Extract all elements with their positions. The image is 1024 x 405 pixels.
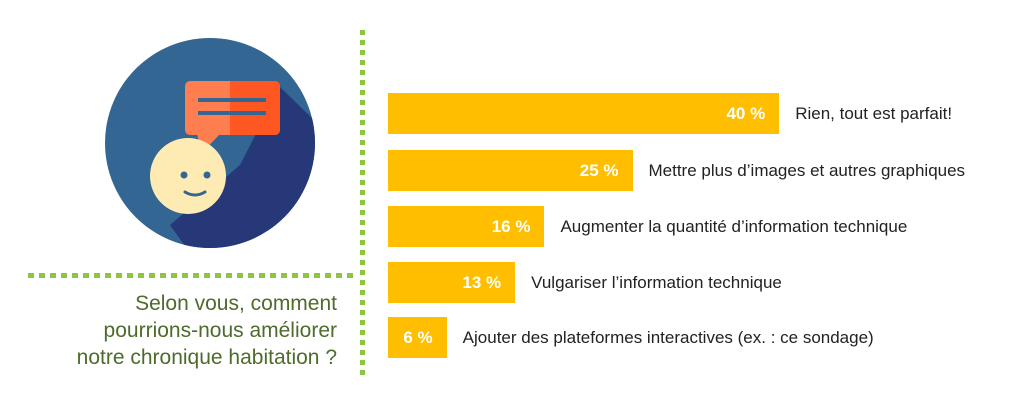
speech-bubble-smiley-icon (105, 38, 315, 248)
question-line: Selon vous, comment (135, 292, 337, 315)
bar-value-label: 40 % (726, 104, 766, 123)
vertical-dotted-divider (360, 30, 365, 380)
bar: 40 % (388, 93, 780, 134)
bar-category-label: Vulgariser l’information technique (531, 273, 782, 292)
bar-value-label: 6 % (403, 328, 433, 347)
horizontal-dotted-divider (28, 273, 358, 278)
bar-category-label: Rien, tout est parfait! (795, 104, 953, 123)
bar: 25 % (388, 150, 633, 191)
bar-value-label: 13 % (462, 273, 502, 292)
bar-value-label: 16 % (491, 217, 531, 236)
question-line: notre chronique habitation ? (76, 346, 337, 369)
bar-category-label: Mettre plus d’images et autres graphique… (648, 161, 966, 180)
bar: 16 % (388, 206, 545, 247)
survey-question: Selon vous, comment pourrions-nous améli… (17, 290, 337, 371)
bar-category-label: Ajouter des plateformes interactives (ex… (462, 328, 874, 347)
bar-value-label: 25 % (579, 161, 619, 180)
question-line: pourrions-nous améliorer (103, 319, 337, 342)
bar: 13 % (388, 262, 516, 303)
bar: 6 % (388, 317, 447, 358)
bar-category-label: Augmenter la quantité d’information tech… (560, 217, 908, 236)
